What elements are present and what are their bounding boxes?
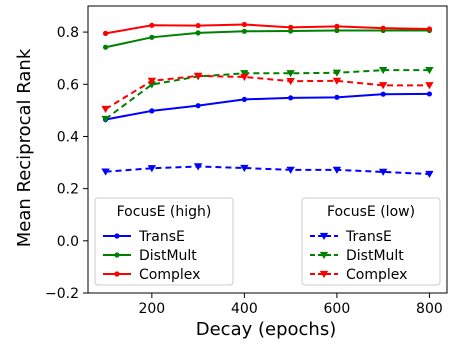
series-line <box>105 92 430 121</box>
legend-box <box>94 197 234 286</box>
axes-layer: 200 400 600 800 −0.2 0.0 0.2 0.4 0.6 0.8 <box>45 5 448 317</box>
legend-box <box>301 197 441 286</box>
series-high-complex <box>102 21 433 36</box>
data-point <box>193 163 203 171</box>
legend-marker <box>114 233 120 239</box>
data-point <box>334 27 340 34</box>
data-point <box>240 164 249 173</box>
data-point <box>425 82 434 90</box>
x-tick-label: 800 <box>416 301 443 317</box>
series-line <box>105 74 430 110</box>
data-point <box>334 94 340 100</box>
y-tick-label: −0.2 <box>45 286 79 302</box>
data-point <box>149 34 155 40</box>
data-point <box>286 77 295 86</box>
data-point <box>102 30 109 36</box>
series-low-transe <box>101 163 434 179</box>
legend-label: Complex <box>139 267 200 283</box>
data-point <box>193 72 203 80</box>
legend-label: TransE <box>138 229 185 245</box>
data-point <box>332 69 342 77</box>
data-point <box>288 95 294 101</box>
data-point <box>241 96 247 103</box>
data-point <box>425 67 434 75</box>
legend-label: TransE <box>345 229 392 245</box>
legend-lower-right: FocusE (low) TransE DistMult Complex <box>301 197 441 286</box>
legend-label: DistMult <box>139 248 197 264</box>
data-point <box>240 70 249 78</box>
data-point <box>426 91 433 97</box>
data-point <box>240 73 249 81</box>
series-line <box>105 29 430 49</box>
legend-title: FocusE (low) <box>327 204 415 220</box>
x-tick-label: 400 <box>231 301 258 317</box>
series-line <box>105 165 430 176</box>
series-high-transe <box>102 91 433 123</box>
legend-marker <box>319 232 329 240</box>
legend-marker <box>114 271 120 277</box>
data-point <box>380 25 386 31</box>
legend-marker <box>319 270 329 278</box>
data-point <box>147 165 157 173</box>
y-tick-label: 0.6 <box>57 77 79 93</box>
legend-lower-left: FocusE (high) TransE DistMult Complex <box>94 197 234 286</box>
data-point <box>195 30 201 36</box>
y-axis-label: Mean Reciprocal Rank <box>14 48 35 247</box>
data-point <box>101 168 110 176</box>
data-point <box>332 77 342 85</box>
plot-frame <box>87 5 448 294</box>
legend-marker <box>114 252 120 258</box>
legend-marker <box>319 251 329 259</box>
series-line <box>104 69 430 120</box>
series-low-distmult <box>101 67 434 123</box>
y-tick-label: 0.8 <box>57 25 79 41</box>
data-point <box>286 166 295 174</box>
data-point <box>147 77 157 85</box>
series-layer <box>101 21 434 179</box>
data-point <box>334 23 340 29</box>
x-axis-label: Decay (epochs) <box>196 319 336 340</box>
data-point <box>425 170 434 179</box>
x-tick-label: 600 <box>324 301 351 317</box>
data-point <box>288 28 294 34</box>
legend-title: FocusE (high) <box>117 204 212 220</box>
data-point <box>101 105 110 114</box>
data-point <box>195 22 201 29</box>
data-point <box>286 70 295 78</box>
y-tick-label: 0.4 <box>57 129 79 145</box>
data-point <box>426 26 433 32</box>
legend-label: DistMult <box>346 248 404 264</box>
data-point <box>380 91 386 97</box>
y-tick-label: 0.2 <box>57 182 79 198</box>
legend-layer: FocusE (high)TransEDistMultComplexFocusE… <box>94 197 441 286</box>
data-point <box>241 21 247 28</box>
x-tick-label: 200 <box>138 301 165 317</box>
legend-label: Complex <box>346 267 407 283</box>
data-point <box>241 28 247 34</box>
data-point <box>102 44 109 50</box>
data-point <box>378 82 388 90</box>
data-point <box>332 166 342 174</box>
data-point <box>378 168 388 176</box>
data-point <box>288 24 294 30</box>
series-line <box>105 23 430 35</box>
y-tick-label: 0.0 <box>57 234 79 250</box>
data-point <box>149 22 155 28</box>
data-point <box>378 67 388 75</box>
series-low-complex <box>101 72 434 114</box>
data-point <box>101 115 110 123</box>
data-point <box>149 108 155 114</box>
data-point <box>195 103 201 109</box>
